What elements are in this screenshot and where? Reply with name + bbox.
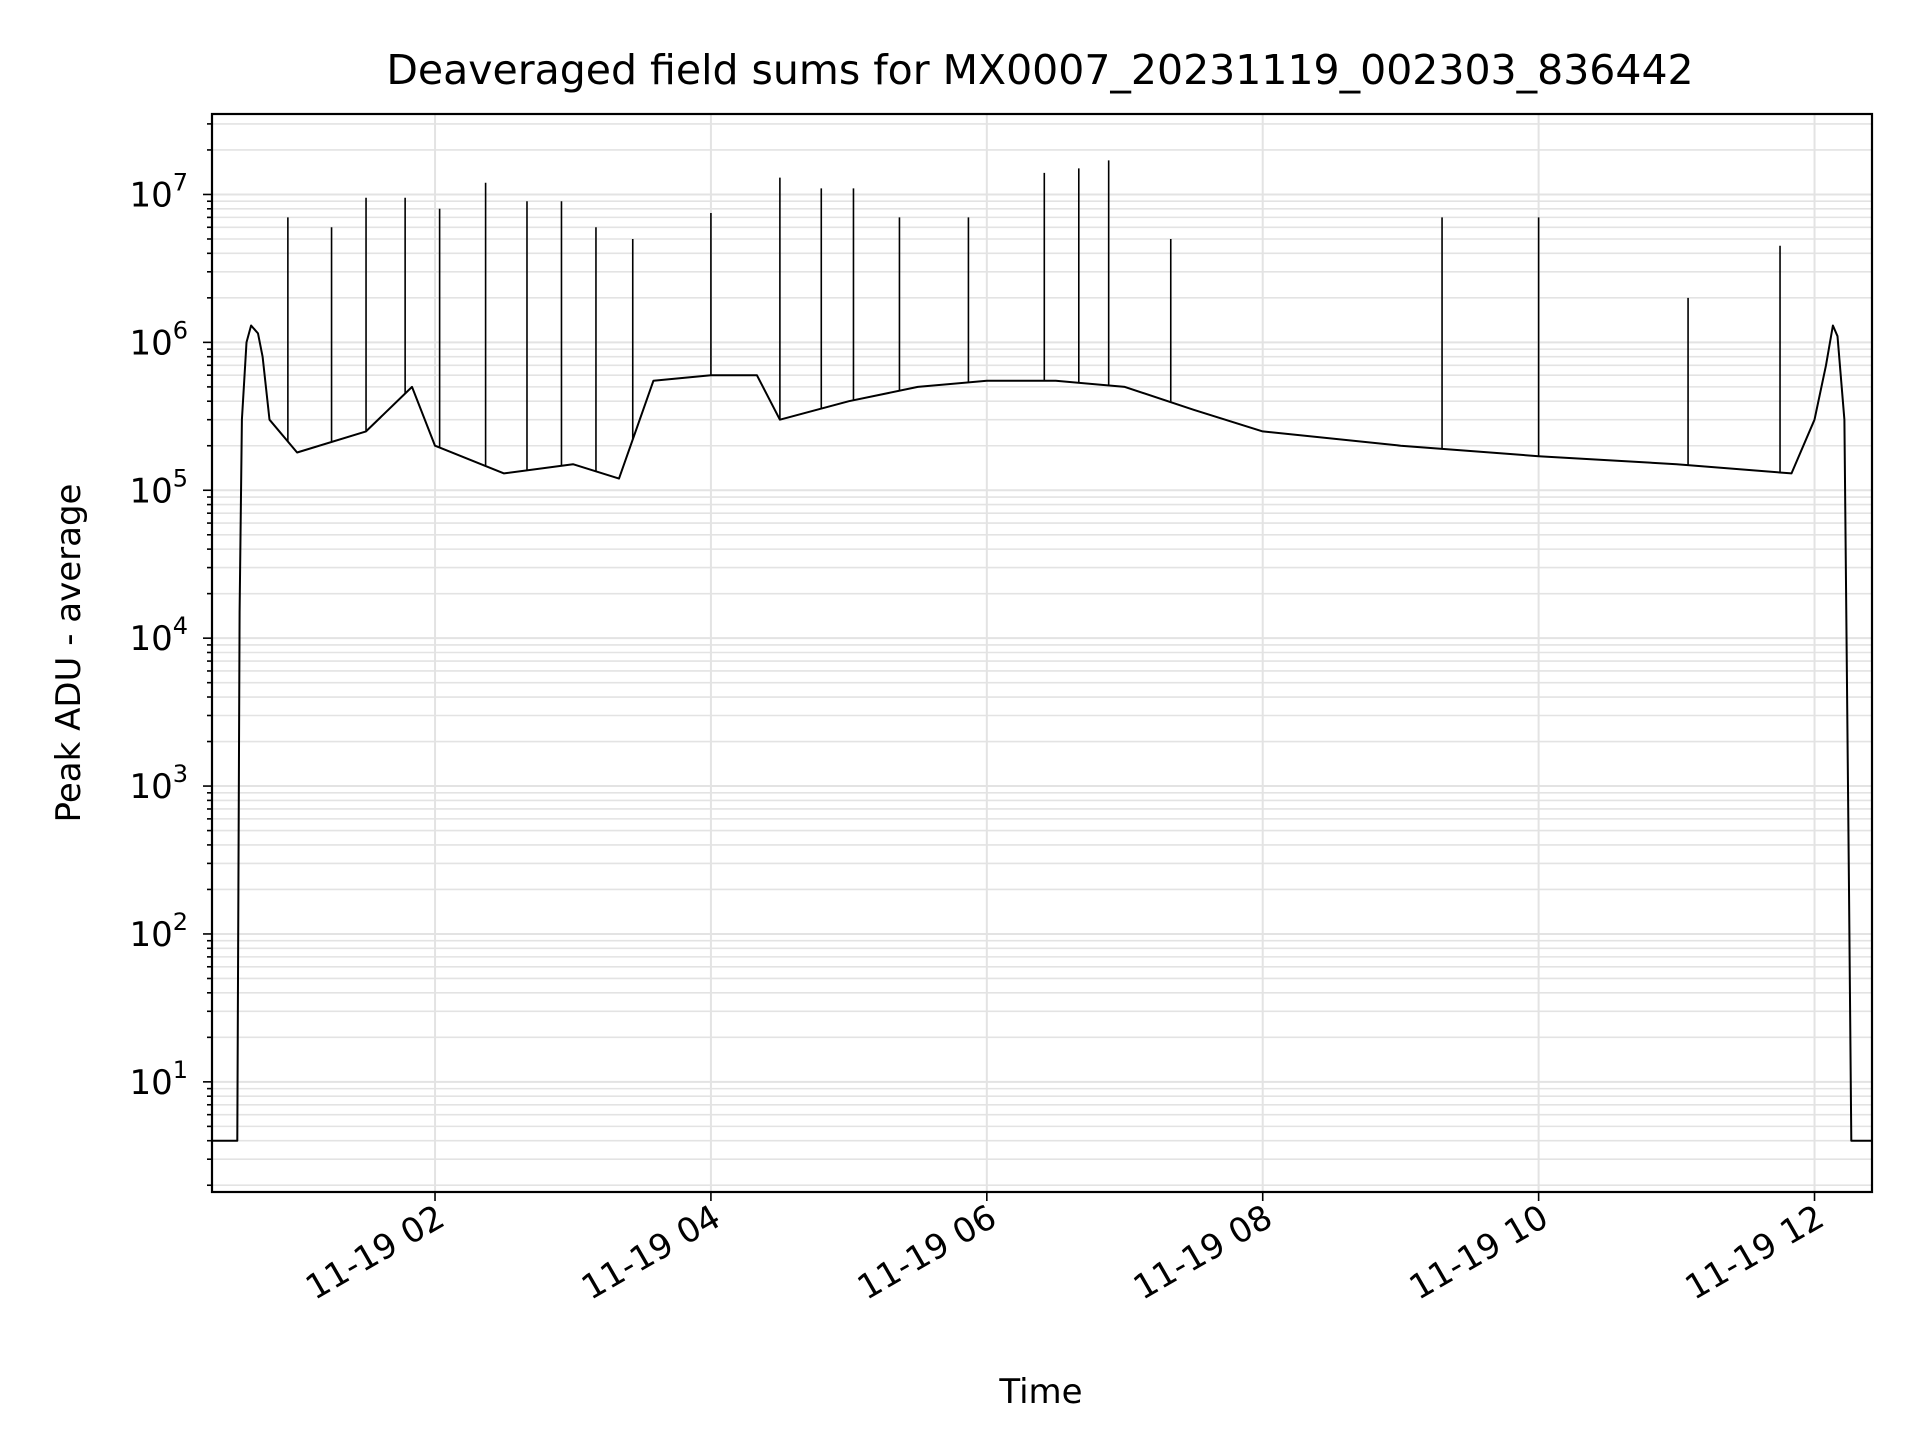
y-tick-label: 102: [129, 908, 188, 955]
plot-area: [212, 160, 1872, 1142]
x-tick-label: 11-19 04: [575, 1197, 727, 1308]
x-tick-label: 11-19 08: [1127, 1197, 1279, 1308]
y-tick-label: 106: [129, 316, 188, 363]
y-tick-label: 103: [129, 760, 188, 807]
x-axis-title: Time: [998, 1372, 1082, 1412]
series-line: [212, 324, 1872, 1142]
chart-title: Deaveraged field sums for MX0007_2023111…: [386, 46, 1693, 94]
x-tick-label: 11-19 10: [1403, 1197, 1555, 1308]
y-tick-label: 104: [129, 612, 188, 659]
grid: [212, 114, 1872, 1192]
y-tick-label: 107: [129, 168, 188, 215]
y-tick-label: 101: [129, 1056, 188, 1103]
x-tick-label: 11-19 06: [851, 1197, 1003, 1308]
x-tick-label: 11-19 12: [1679, 1197, 1831, 1308]
x-tick-label: 11-19 02: [299, 1197, 451, 1308]
y-axis-title: Peak ADU - average: [49, 484, 89, 823]
y-tick-label: 105: [129, 464, 188, 511]
